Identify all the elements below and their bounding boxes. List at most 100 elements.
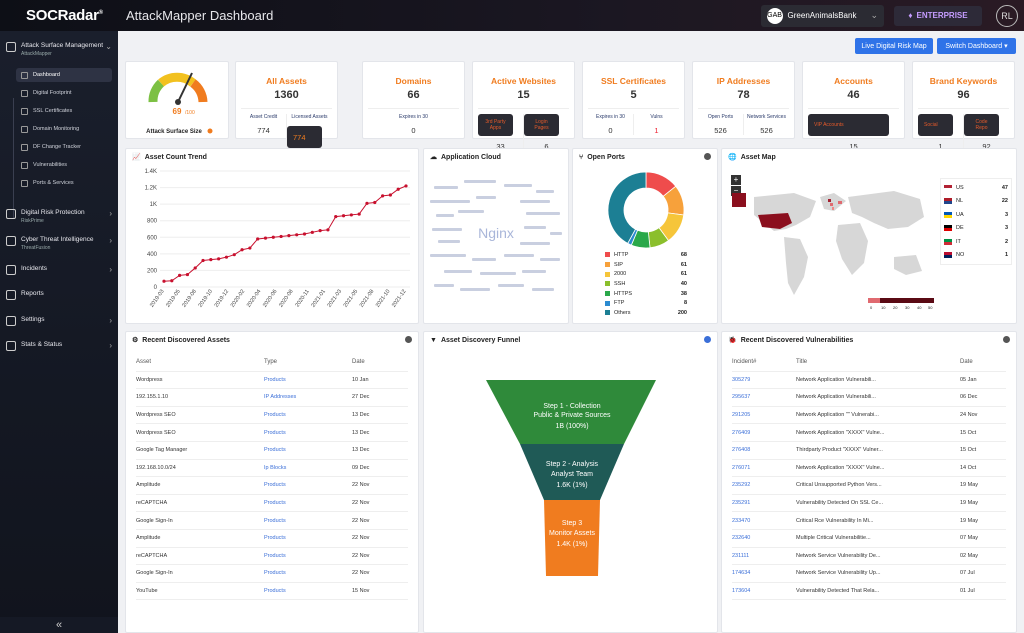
table-row[interactable]: Google Sign-In Products 22 Nov: [136, 512, 408, 530]
stat-domains[interactable]: Domains 66 Expires in 30 0: [362, 61, 465, 139]
trend-point[interactable]: [334, 214, 338, 219]
table-row[interactable]: reCAPTCHA Products 22 Nov: [136, 495, 408, 513]
table-row[interactable]: 231111 Network Service Vulnerability De..…: [732, 548, 1006, 566]
sidebar-section-cti[interactable]: Cyber Threat Intelligence ThreatFusion ›: [0, 236, 118, 262]
trend-point[interactable]: [263, 236, 268, 240]
sidebar-item-ports[interactable]: Ports & Services: [16, 176, 112, 190]
sidebar-section-drp[interactable]: Digital Risk Protection RiskPrime ›: [0, 209, 118, 235]
table-cell[interactable]: Products: [264, 412, 286, 419]
stat-active-websites[interactable]: Active Websites 15 3rd Party Apps 33 Login …: [472, 61, 575, 151]
table-row[interactable]: Wordpress SEO Products 13 Dec: [136, 424, 408, 442]
legend-item[interactable]: 2000 61: [605, 269, 687, 279]
table-row[interactable]: Amplitude Products 22 Nov: [136, 477, 408, 495]
link-icon[interactable]: [405, 336, 412, 343]
legend-item[interactable]: SSH 40: [605, 279, 687, 289]
table-cell[interactable]: Ip Blocks: [264, 464, 287, 471]
sidebar-item-change-tracker[interactable]: DF Change Tracker: [16, 140, 112, 154]
trend-point[interactable]: [162, 279, 166, 283]
table-cell[interactable]: Products: [264, 588, 286, 595]
sidebar-item-ssl[interactable]: SSL Certificates: [16, 104, 112, 118]
collapse-sidebar-button[interactable]: «: [0, 617, 118, 633]
map-highlight[interactable]: [732, 193, 746, 207]
table-cell[interactable]: 232640: [732, 535, 751, 542]
country-row[interactable]: NL 22: [944, 195, 1008, 209]
table-cell[interactable]: 235292: [732, 482, 751, 489]
legend-item[interactable]: SIP 61: [605, 260, 687, 270]
legend-item[interactable]: HTTPS 38: [605, 289, 687, 299]
trend-point[interactable]: [295, 233, 299, 237]
column-header[interactable]: Title: [796, 359, 808, 366]
table-cell[interactable]: 276408: [732, 447, 751, 454]
table-row[interactable]: 276071 Network Application "XXXX" Vulne..…: [732, 460, 1006, 478]
stat-ip-addresses[interactable]: IP Addresses 78 Open Ports 526 Network Serv…: [692, 61, 795, 139]
table-row[interactable]: YouTube Products 15 Nov: [136, 583, 408, 601]
link-icon[interactable]: [1003, 336, 1010, 343]
map-us[interactable]: [758, 213, 792, 229]
column-header[interactable]: Asset: [136, 359, 152, 366]
table-row[interactable]: 173604 Vulnerability Detected That Rela..…: [732, 583, 1006, 601]
user-avatar[interactable]: RL: [996, 4, 1018, 27]
trend-point[interactable]: [380, 194, 385, 198]
trend-point[interactable]: [193, 266, 197, 270]
table-row[interactable]: 235291 Vulnerability Detected On SSL Ce..…: [732, 495, 1006, 513]
trend-point[interactable]: [232, 253, 236, 257]
table-cell[interactable]: 291205: [732, 412, 751, 419]
table-row[interactable]: reCAPTCHA Products 22 Nov: [136, 548, 408, 566]
table-row[interactable]: 305279 Network Application Vulnerabili...…: [732, 372, 1006, 390]
sidebar-section-incidents[interactable]: Incidents ›: [0, 265, 118, 291]
trend-point[interactable]: [388, 193, 392, 197]
country-row[interactable]: NO 1: [944, 249, 1008, 263]
trend-point[interactable]: [248, 246, 252, 250]
funnel-step-3[interactable]: [544, 500, 600, 576]
sidebar-item-dashboard[interactable]: Dashboard: [16, 68, 112, 82]
table-cell[interactable]: 233470: [732, 517, 751, 524]
table-cell[interactable]: 235291: [732, 500, 751, 507]
table-cell[interactable]: Products: [264, 376, 286, 383]
table-cell[interactable]: 295637: [732, 394, 751, 401]
table-cell[interactable]: Products: [264, 517, 286, 524]
column-header[interactable]: Date: [960, 359, 973, 366]
country-row[interactable]: DE 3: [944, 222, 1008, 236]
table-cell[interactable]: 276409: [732, 429, 751, 436]
trend-point[interactable]: [170, 279, 174, 283]
trend-point[interactable]: [349, 213, 353, 217]
trend-point[interactable]: [341, 214, 346, 218]
trend-point[interactable]: [256, 237, 260, 241]
info-icon[interactable]: [704, 336, 711, 343]
org-selector[interactable]: GAB GreenAnimalsBank ⌄: [760, 4, 884, 27]
trend-point[interactable]: [240, 248, 244, 252]
table-row[interactable]: 276408 Thirdparty Product "XXXX" Vulner..…: [732, 442, 1006, 460]
legend-item[interactable]: HTTP 68: [605, 250, 687, 260]
table-cell[interactable]: IP Addresses: [264, 394, 297, 401]
stat-all-assets[interactable]: All Assets 1360 Asset Credit 774 Licensed A…: [235, 61, 338, 148]
trend-point[interactable]: [318, 229, 322, 233]
sidebar-item-vulnerabilities[interactable]: Vulnerabilities: [16, 158, 112, 172]
table-row[interactable]: 235292 Critical Unsupported Python Vers..…: [732, 477, 1006, 495]
funnel-step-2[interactable]: [520, 444, 624, 500]
table-row[interactable]: 233470 Critical Rce Vulnerability In Mi..…: [732, 512, 1006, 530]
funnel-step-1[interactable]: [486, 380, 656, 444]
map-it[interactable]: [832, 207, 834, 210]
table-cell[interactable]: Products: [264, 570, 286, 577]
world-map[interactable]: 0 10 20 30 40 50: [724, 167, 934, 317]
trend-point[interactable]: [185, 272, 190, 277]
legend-item[interactable]: Others 200: [605, 308, 687, 318]
trend-point[interactable]: [217, 257, 221, 261]
table-row[interactable]: 276409 Network Application "XXXX" Vulne..…: [732, 424, 1006, 442]
table-cell[interactable]: 276071: [732, 464, 751, 471]
live-risk-map-button[interactable]: Live Digital Risk Map: [855, 38, 933, 54]
table-cell[interactable]: Products: [264, 500, 286, 507]
sidebar-item-digital-footprint[interactable]: Digital Footprint: [16, 86, 112, 100]
table-row[interactable]: Wordpress SEO Products 13 Dec: [136, 407, 408, 425]
table-cell[interactable]: 305279: [732, 376, 751, 383]
table-cell[interactable]: Products: [264, 447, 286, 454]
map-nl[interactable]: [828, 199, 831, 202]
trend-point[interactable]: [396, 187, 400, 191]
table-row[interactable]: 192.155.1.10 IP Addresses 27 Dec: [136, 389, 408, 407]
trend-point[interactable]: [178, 273, 182, 277]
column-header[interactable]: Type: [264, 359, 278, 366]
table-row[interactable]: Amplitude Products 22 Nov: [136, 530, 408, 548]
country-row[interactable]: IT 2: [944, 235, 1008, 249]
donut-slice-others[interactable]: [607, 171, 647, 244]
sidebar-section-stats[interactable]: Stats & Status ›: [0, 341, 118, 367]
